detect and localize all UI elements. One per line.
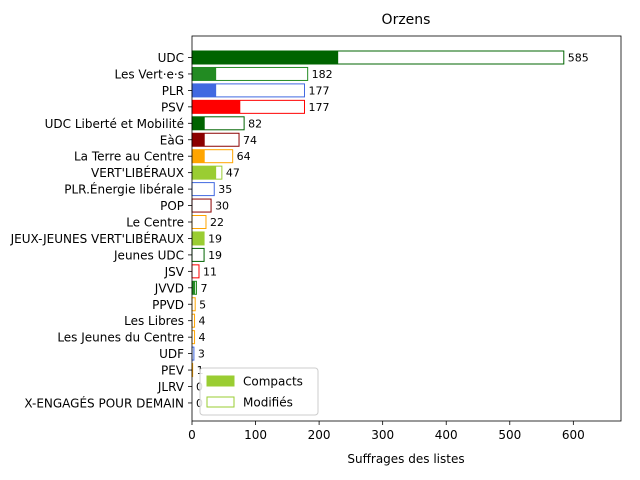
value-label: 7 (200, 282, 207, 295)
bars-group (191, 50, 565, 378)
category-label: UDC Liberté et Mobilité (45, 117, 184, 131)
bar-compact (192, 83, 217, 97)
value-label: 82 (248, 117, 262, 130)
value-label: 19 (208, 232, 222, 245)
category-label: JLRV (157, 380, 185, 394)
legend-label: Modifiés (243, 396, 293, 410)
category-label: JEUX-JEUNES VERT'LIBÉRAUX (10, 231, 184, 246)
legend-swatch-filled (206, 375, 235, 387)
category-label: Les Vert·e·s (115, 67, 185, 81)
bar-compact (192, 67, 217, 81)
plot-frame (191, 35, 622, 422)
category-label: La Terre au Centre (74, 150, 184, 164)
category-label: PPVD (152, 298, 184, 312)
x-tick-label: 200 (308, 428, 331, 442)
category-label: Jeunes UDC (113, 248, 184, 262)
bar-total (191, 198, 212, 213)
value-label: 30 (215, 200, 229, 213)
bar-total (191, 215, 207, 229)
value-labels: 5851821771778274644735302219191175443100 (196, 52, 589, 410)
x-tick-label: 0 (188, 428, 196, 442)
value-label: 35 (218, 183, 232, 196)
value-label: 4 (199, 331, 206, 344)
bar-compact (192, 166, 217, 180)
category-label: Les Jeunes du Centre (57, 331, 184, 345)
bar-total (191, 297, 196, 312)
category-label: JSV (164, 265, 185, 279)
x-tick-label: 600 (562, 428, 585, 442)
bar-total (191, 182, 215, 197)
value-label: 19 (208, 249, 222, 262)
bar-compact (192, 231, 205, 245)
category-label: PEV (161, 364, 185, 378)
value-label: 585 (568, 52, 589, 65)
category-label: X-ENGAGÉS POUR DEMAIN (24, 395, 184, 410)
x-axis-ticks: 0 100 200 300 400 500 600 (188, 421, 585, 442)
category-labels: UDC Les Vert·e·s PLR PSV UDC Liberté et Mobi… (10, 51, 192, 410)
category-label: VERT'LIBÉRAUX (91, 165, 184, 180)
category-label: UDF (159, 347, 184, 361)
bar-compact (192, 133, 205, 147)
x-tick-label: 400 (435, 428, 458, 442)
value-label: 47 (226, 167, 240, 180)
bar-compact (192, 281, 196, 295)
category-label: Le Centre (126, 216, 184, 230)
value-label: 22 (210, 216, 224, 229)
category-label: JVVD (154, 281, 184, 295)
value-label: 11 (203, 265, 217, 278)
x-tick-label: 100 (244, 428, 267, 442)
category-label: UDC (158, 51, 184, 65)
bar-compact (192, 100, 241, 114)
legend-swatch-outline (206, 396, 235, 408)
category-label: PLR (162, 84, 184, 98)
value-label: 3 (198, 348, 205, 361)
category-label: PLR.Énergie libérale (64, 182, 184, 197)
legend-label: Compacts (243, 375, 303, 389)
value-label: 177 (308, 84, 329, 97)
chart-title: Orzens (382, 12, 431, 28)
category-label: POP (160, 199, 184, 213)
category-label: Les Libres (124, 314, 184, 328)
value-label: 182 (312, 68, 333, 81)
category-label: PSV (161, 100, 185, 114)
x-tick-label: 300 (371, 428, 394, 442)
bar-compact (192, 149, 205, 163)
value-label: 4 (199, 315, 206, 328)
x-tick-label: 500 (498, 428, 521, 442)
value-label: 74 (243, 134, 257, 147)
bar-total (191, 247, 205, 262)
legend: Compacts Modifiés (199, 367, 319, 416)
x-axis-label: Suffrages des listes (347, 452, 464, 466)
bar-compact (192, 51, 339, 64)
bar-total (191, 264, 200, 279)
value-label: 64 (237, 150, 251, 163)
value-label: 177 (308, 101, 329, 114)
bar-compact (192, 116, 205, 130)
axes-frame (191, 35, 622, 422)
value-label: 5 (199, 298, 206, 311)
category-label: EàG (160, 133, 184, 147)
